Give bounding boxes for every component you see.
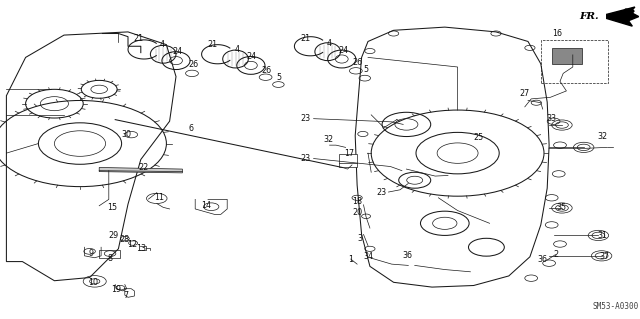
Text: 13: 13: [136, 244, 146, 253]
Text: 7: 7: [123, 291, 128, 300]
Bar: [99, 250, 120, 258]
Text: 4: 4: [326, 39, 332, 48]
Polygon shape: [607, 7, 639, 26]
Text: 17: 17: [344, 149, 354, 158]
Text: 24: 24: [338, 46, 348, 55]
Text: 29: 29: [109, 231, 119, 240]
Text: 27: 27: [520, 89, 530, 98]
Text: 26: 26: [188, 60, 198, 69]
Polygon shape: [99, 167, 182, 173]
Text: 32: 32: [324, 135, 334, 144]
Text: 5: 5: [276, 73, 282, 82]
Text: 24: 24: [173, 47, 183, 56]
Text: 19: 19: [111, 285, 122, 294]
Text: 23: 23: [301, 154, 311, 163]
Text: 16: 16: [552, 29, 563, 38]
Text: 8: 8: [108, 254, 113, 263]
Text: 26: 26: [352, 58, 362, 67]
Bar: [541, 40, 608, 83]
Text: 3: 3: [357, 234, 362, 243]
Text: FR.: FR.: [579, 12, 598, 21]
Text: 32: 32: [598, 132, 608, 141]
Text: 11: 11: [154, 193, 164, 202]
Text: 24: 24: [246, 52, 257, 61]
Text: 35: 35: [557, 204, 567, 212]
Text: 22: 22: [138, 163, 148, 172]
Text: 12: 12: [127, 240, 137, 249]
Text: 23: 23: [301, 114, 311, 123]
Text: 37: 37: [600, 252, 610, 261]
Text: 31: 31: [598, 231, 608, 240]
Text: 20: 20: [352, 208, 362, 217]
Text: 4: 4: [234, 45, 239, 54]
Text: 18: 18: [352, 197, 362, 206]
Text: 36: 36: [538, 255, 548, 263]
Circle shape: [125, 131, 138, 138]
Text: SM53-A0300: SM53-A0300: [593, 302, 639, 311]
Text: 33: 33: [547, 114, 557, 123]
Text: 4: 4: [160, 40, 165, 49]
Text: 21: 21: [207, 40, 218, 49]
Text: 28: 28: [119, 235, 129, 244]
Text: 36: 36: [402, 251, 412, 260]
Text: 21: 21: [300, 34, 310, 43]
Text: 6: 6: [188, 124, 193, 133]
Text: 1: 1: [348, 255, 353, 263]
Text: 21: 21: [133, 34, 143, 43]
Text: 15: 15: [107, 204, 117, 212]
Text: 25: 25: [474, 133, 484, 142]
Text: 9: 9: [88, 249, 93, 258]
Text: 23: 23: [376, 188, 387, 197]
Text: 10: 10: [88, 278, 98, 287]
Text: 5: 5: [364, 65, 369, 74]
Text: 30: 30: [122, 130, 132, 139]
Bar: [552, 48, 582, 64]
Text: 2: 2: [553, 250, 558, 259]
Text: 14: 14: [201, 201, 211, 210]
Text: 26: 26: [262, 66, 272, 75]
Text: 34: 34: [364, 252, 374, 261]
Bar: [339, 154, 357, 167]
